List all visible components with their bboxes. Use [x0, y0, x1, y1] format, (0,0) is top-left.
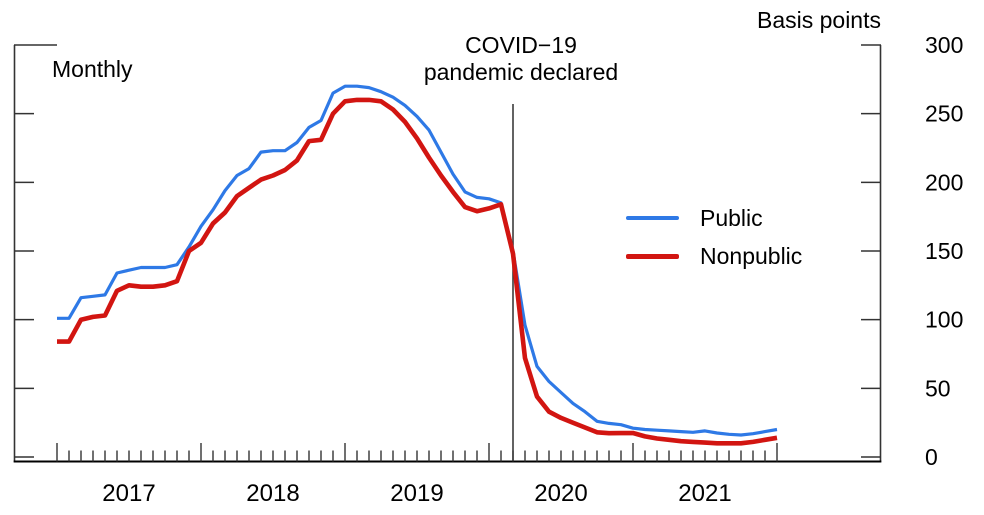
unit-label: Basis points: [756, 7, 881, 33]
x-tick-label: 2017: [102, 480, 155, 507]
legend-label-public: Public: [700, 204, 763, 231]
series-line-public: [57, 84, 778, 437]
y-tick-label: 150: [925, 238, 963, 264]
legend-swatch-public: [626, 216, 679, 220]
x-tick-label: 2018: [246, 480, 299, 507]
y-tick-label: 100: [925, 307, 963, 333]
x-tick-label: 2020: [534, 480, 587, 507]
legend: Public Nonpublic: [626, 199, 802, 275]
x-tick-label: 2021: [678, 480, 731, 507]
covid-annotation-line2: pandemic declared: [423, 59, 619, 85]
y-tick-label: 200: [925, 169, 963, 195]
legend-item-nonpublic: Nonpublic: [626, 237, 802, 275]
y-tick-label: 300: [925, 32, 963, 58]
legend-item-public: Public: [626, 199, 802, 237]
frequency-label: Monthly: [52, 56, 133, 82]
legend-label-nonpublic: Nonpublic: [700, 242, 803, 269]
legend-swatch-nonpublic: [626, 253, 679, 259]
series-line-nonpublic: [57, 97, 778, 446]
y-tick-label: 50: [925, 375, 951, 401]
y-tick-label: 0: [925, 444, 938, 470]
y-tick-label: 250: [925, 101, 963, 127]
covid-annotation-line1: COVID−19: [465, 32, 577, 58]
x-tick-label: 2019: [390, 480, 443, 507]
covid-annotation: COVID−19 pandemic declared: [424, 32, 618, 86]
